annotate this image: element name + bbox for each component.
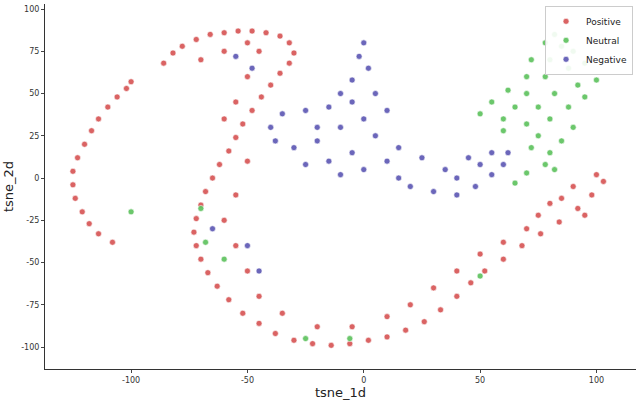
svg-text:0: 0 xyxy=(361,376,366,385)
svg-text:tsne_2d: tsne_2d xyxy=(1,161,16,212)
svg-text:0: 0 xyxy=(34,174,39,183)
svg-text:-75: -75 xyxy=(26,301,39,310)
svg-text:100: 100 xyxy=(24,5,39,14)
svg-text:-50: -50 xyxy=(241,376,254,385)
svg-text:-50: -50 xyxy=(26,258,39,267)
svg-text:75: 75 xyxy=(29,47,39,56)
svg-text:-25: -25 xyxy=(26,216,39,225)
svg-text:Negative: Negative xyxy=(586,55,627,65)
svg-text:tsne_1d: tsne_1d xyxy=(315,385,366,400)
svg-text:-100: -100 xyxy=(122,376,140,385)
svg-text:50: 50 xyxy=(475,376,485,385)
svg-text:Neutral: Neutral xyxy=(586,36,619,46)
svg-text:Positive: Positive xyxy=(586,17,621,27)
svg-text:50: 50 xyxy=(29,89,39,98)
svg-text:100: 100 xyxy=(589,376,604,385)
svg-text:25: 25 xyxy=(29,132,39,141)
svg-text:-100: -100 xyxy=(21,343,39,352)
